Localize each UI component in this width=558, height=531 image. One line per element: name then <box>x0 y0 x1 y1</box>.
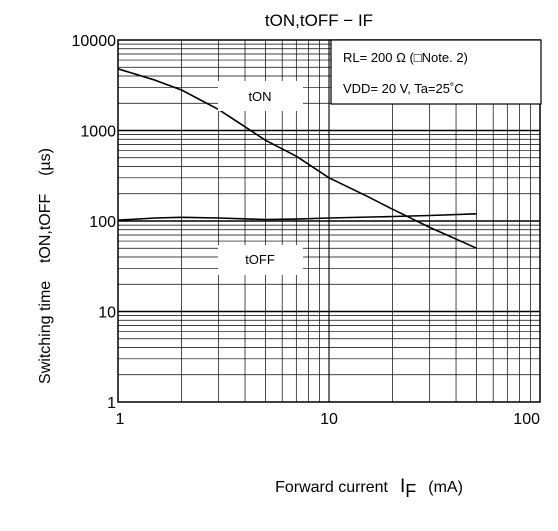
y-tick-label: 10000 <box>72 33 117 50</box>
x-axis-label-text: Forward current <box>275 479 388 496</box>
x-tick-label: 10 <box>320 411 338 428</box>
y-tick-label: 1 <box>107 395 116 412</box>
conditions-box: RL= 200 Ω (□Note. 2) VDD= 20 V, Ta=25˚C <box>330 39 542 105</box>
x-tick-label: 1 <box>116 411 125 428</box>
condition-line-2: VDD= 20 V, Ta=25˚C <box>343 81 464 96</box>
y-tick-label: 1000 <box>80 124 116 141</box>
x-axis-label-symbol: I <box>400 476 405 497</box>
curves <box>117 68 477 249</box>
y-tick-label: 10 <box>98 305 116 322</box>
x-tick-labels: 1 10 100 <box>116 411 541 428</box>
series-line-ton <box>117 68 477 249</box>
x-axis-label-subscript: F <box>405 481 416 501</box>
series-label-toff-text: tOFF <box>245 252 275 267</box>
series-line-toff <box>117 213 477 221</box>
y-tick-labels: 10000 1000 100 10 1 <box>72 33 117 412</box>
series-label-toff: tOFF <box>218 245 303 275</box>
plot-frame <box>117 39 541 403</box>
series-label-ton: tON <box>218 81 303 111</box>
y-tick-label: 100 <box>89 214 116 231</box>
x-axis-label: Forward current IF (mA) <box>275 476 463 501</box>
series-label-ton-text: tON <box>248 89 271 104</box>
condition-line-1: RL= 200 Ω (□Note. 2) <box>343 50 468 65</box>
chart-title: tON,tOFF − IF <box>265 11 373 30</box>
x-tick-label: 100 <box>513 411 540 428</box>
x-axis-label-unit: (mA) <box>428 479 463 496</box>
y-axis-label: Switching time tON,tOFF (µs) <box>37 148 54 384</box>
